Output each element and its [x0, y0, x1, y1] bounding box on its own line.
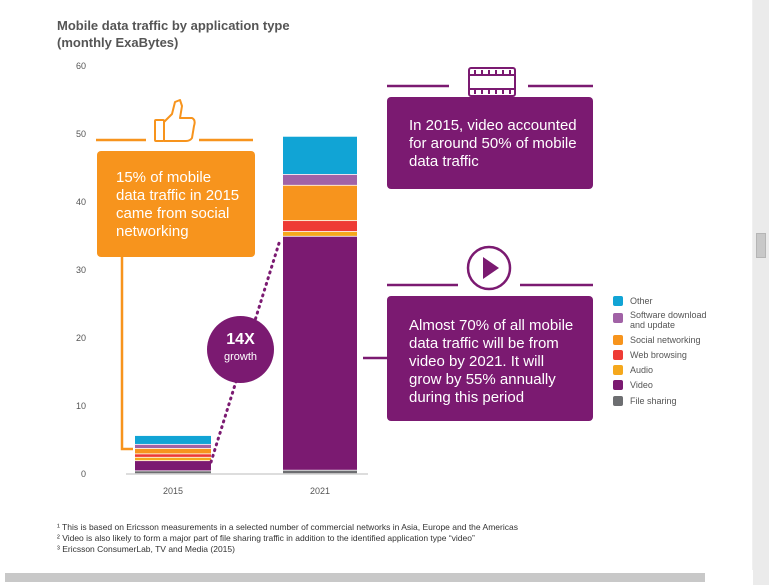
bar-segment [283, 136, 357, 174]
document-page: Mobile data traffic by application type … [0, 0, 752, 570]
video-2021-connector [363, 283, 593, 360]
y-axis-ticks: 0 10 20 30 40 50 60 [76, 61, 86, 479]
play-icon [466, 245, 512, 291]
legend-label: Video [630, 380, 653, 390]
bar-segment [135, 448, 211, 454]
thumbs-up-icon [154, 99, 196, 142]
legend-label: Web browsing [630, 350, 687, 360]
y-tick-label: 30 [76, 265, 86, 275]
chart-title: Mobile data traffic by application type [57, 18, 290, 33]
legend-swatch [613, 313, 623, 323]
x-tick-label: 2015 [163, 486, 183, 496]
legend-swatch [613, 350, 623, 360]
bars [135, 136, 357, 474]
footnote-1: ¹ This is based on Ericsson measurements… [57, 522, 518, 532]
y-tick-label: 60 [76, 61, 86, 71]
bar-segment [135, 444, 211, 449]
legend-label: File sharing [630, 396, 677, 406]
y-tick-label: 50 [76, 129, 86, 139]
footnote-3: ³ Ericsson ConsumerLab, TV and Media (20… [57, 544, 235, 554]
legend-label: Other [630, 296, 653, 306]
chart-subtitle: (monthly ExaBytes) [57, 35, 178, 50]
y-tick-label: 20 [76, 333, 86, 343]
x-axis-ticks: 2015 2021 [163, 486, 330, 496]
vertical-scrollbar[interactable] [753, 0, 769, 585]
bar-segment [135, 435, 211, 444]
callout-social-networking: 15% of mobile data traffic in 2015 came … [97, 151, 255, 257]
film-strip-icon [468, 67, 516, 97]
social-connector [96, 138, 253, 451]
horizontal-scrollbar-thumb[interactable] [5, 573, 705, 582]
y-tick-label: 10 [76, 401, 86, 411]
vertical-scrollbar-thumb[interactable] [756, 233, 766, 258]
legend-swatch [613, 335, 623, 345]
bar-segment [135, 454, 211, 457]
legend-label: Social networking [630, 335, 701, 345]
bar-segment [135, 471, 211, 474]
growth-badge: 14X growth [207, 316, 274, 383]
bar-segment [135, 457, 211, 461]
legend-swatch [613, 380, 623, 390]
footnote-2: ² Video is also likely to form a major p… [57, 533, 475, 543]
bar-segment [283, 221, 357, 232]
legend-label: Audio [630, 365, 653, 375]
bar-segment [283, 174, 357, 185]
legend-swatch [613, 396, 623, 406]
horizontal-scrollbar[interactable] [0, 570, 753, 585]
callout-video-2021: Almost 70% of all mobile data traffic wi… [387, 296, 593, 421]
y-tick-label: 0 [81, 469, 86, 479]
legend-swatch [613, 365, 623, 375]
growth-label: growth [223, 351, 258, 363]
x-tick-label: 2021 [310, 486, 330, 496]
bar-segment [283, 185, 357, 221]
growth-value: 14X [226, 331, 255, 348]
legend: Other Software download and update Social n… [613, 296, 707, 406]
bar-segment [283, 231, 357, 236]
legend-label: Software download and update [630, 310, 707, 330]
stacked-bar-chart: Mobile data traffic by application type … [57, 18, 707, 496]
callout-video-2015: In 2015, video accounted for around 50% … [387, 97, 593, 189]
bar-segment [283, 236, 357, 470]
legend-swatch [613, 296, 623, 306]
bar-segment [283, 470, 357, 474]
y-tick-label: 40 [76, 197, 86, 207]
legend-label-line: and update [630, 320, 675, 330]
legend-label-line: Software download [630, 310, 707, 320]
bar-segment [135, 461, 211, 471]
